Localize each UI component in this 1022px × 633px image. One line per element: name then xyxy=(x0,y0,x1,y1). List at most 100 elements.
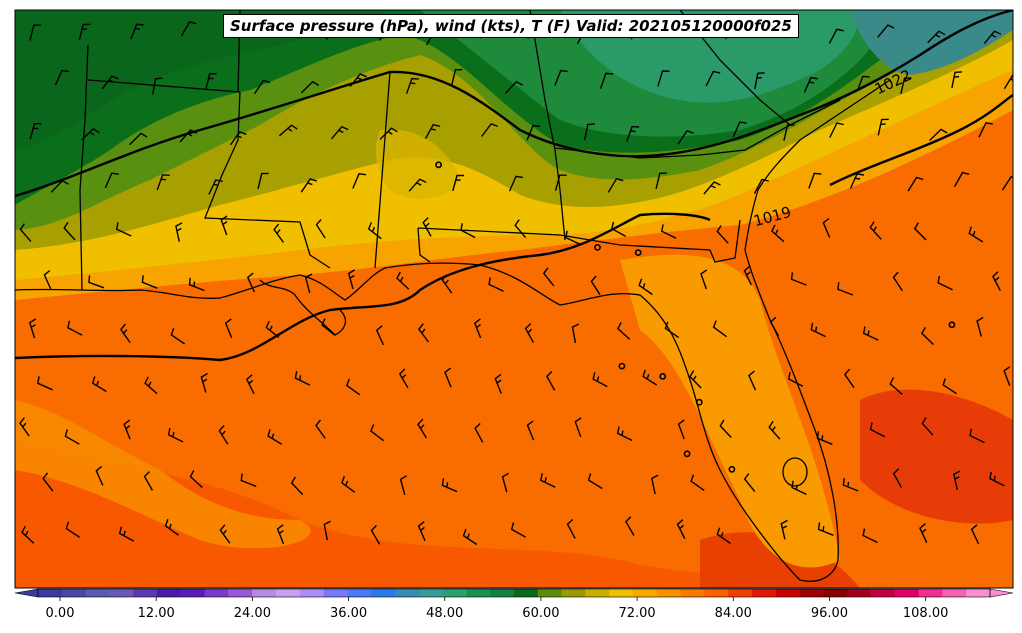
calm-wind-marker xyxy=(695,398,703,406)
wind-barb xyxy=(398,368,409,389)
wind-barb xyxy=(716,225,729,244)
wind-barb xyxy=(367,222,382,240)
wind-barb xyxy=(842,478,859,492)
wind-barb xyxy=(803,76,818,93)
colorbar-swatch xyxy=(61,589,87,597)
wind-barb xyxy=(156,174,170,191)
colorbar-swatch xyxy=(942,589,967,597)
wind-barb xyxy=(180,21,197,37)
colorbar xyxy=(14,588,1014,601)
colorbar-swatch xyxy=(514,589,539,597)
wind-barb xyxy=(526,124,541,141)
lake-okeechobee xyxy=(782,457,808,487)
wind-barb xyxy=(748,370,757,391)
wind-barb xyxy=(638,278,653,296)
wind-barb xyxy=(19,223,32,243)
colorbar-swatch xyxy=(180,589,206,597)
wind-barb xyxy=(101,75,119,90)
wind-barb xyxy=(574,417,582,438)
wind-barb xyxy=(330,125,349,140)
wind-barb xyxy=(526,420,535,441)
colorbar-tick-label: 36.00 xyxy=(329,606,368,621)
wind-barb xyxy=(462,528,478,546)
wind-barb xyxy=(240,473,257,488)
colorbar-swatch xyxy=(133,589,158,597)
wind-barb xyxy=(676,519,686,540)
colorbar-swatch xyxy=(728,589,753,597)
wind-barb xyxy=(783,124,795,141)
wind-barb xyxy=(417,418,427,439)
wind-barb xyxy=(441,274,453,294)
wind-barb xyxy=(703,181,721,195)
wind-barb xyxy=(590,275,601,296)
calm-wind-marker xyxy=(659,372,667,380)
wind-barb xyxy=(488,277,504,292)
wind-barb xyxy=(829,122,844,138)
wind-barb xyxy=(754,72,765,90)
wind-barb xyxy=(257,172,269,190)
wind-barb xyxy=(474,422,484,443)
wind-barb xyxy=(769,316,780,337)
wind-barb xyxy=(787,371,804,387)
colorbar-swatch xyxy=(371,589,396,597)
wind-barb xyxy=(817,522,834,536)
wind-barb xyxy=(95,465,104,486)
wind-barb xyxy=(29,24,41,41)
colorbar-swatch xyxy=(252,589,277,597)
wind-barb xyxy=(143,471,154,491)
wind-barb xyxy=(892,468,903,488)
wind-barb xyxy=(278,124,298,137)
colorbar-swatch xyxy=(204,589,229,597)
wind-barb xyxy=(571,323,580,344)
wind-barb xyxy=(913,222,927,241)
colorbar-tick-label: 96.00 xyxy=(810,606,849,621)
wind-barb xyxy=(405,77,419,94)
wind-barb xyxy=(625,516,635,536)
colorbar-swatch xyxy=(418,589,444,597)
temperature-field xyxy=(15,10,1013,588)
wind-barb xyxy=(869,221,882,240)
wind-barb xyxy=(208,179,223,195)
wind-barb xyxy=(78,23,91,41)
wind-barb xyxy=(205,73,217,90)
wind-barb xyxy=(315,219,326,239)
colorbar-tick-label: 0.00 xyxy=(45,606,75,621)
wind-barb xyxy=(54,69,69,86)
wind-barb xyxy=(969,428,985,444)
wind-barb xyxy=(599,72,613,89)
wind-barb xyxy=(254,79,271,95)
wind-barb xyxy=(554,69,568,86)
wind-barb xyxy=(921,417,934,436)
wind-barb xyxy=(869,422,886,438)
wind-barb xyxy=(460,223,476,239)
wind-barb xyxy=(37,376,53,391)
colorbar-tick-label: 108.00 xyxy=(902,606,949,621)
wind-barb xyxy=(81,128,100,141)
colorbar-swatch xyxy=(537,589,563,597)
wind-barb xyxy=(768,420,781,440)
wind-barb xyxy=(118,526,135,542)
wind-barb xyxy=(712,320,727,338)
wind-barb xyxy=(808,172,822,189)
wind-barb xyxy=(616,426,633,442)
colorbar-swatch xyxy=(442,589,467,597)
isobar-1019-east xyxy=(829,93,1013,187)
wind-barb xyxy=(315,419,326,439)
wind-barb xyxy=(514,219,527,239)
colorbar-swatch xyxy=(609,589,634,597)
wind-barb xyxy=(705,70,721,87)
wind-barb xyxy=(951,71,963,89)
wind-barb xyxy=(952,470,961,491)
colorbar-tick-label: 84.00 xyxy=(714,606,752,621)
wind-barb xyxy=(542,267,555,287)
wind-barb xyxy=(300,178,318,193)
wind-barb xyxy=(304,273,313,294)
wind-barb xyxy=(370,424,385,442)
wind-barb xyxy=(919,523,928,543)
wind-barb xyxy=(970,524,980,545)
wind-barb xyxy=(29,123,42,140)
wind-barb xyxy=(123,419,131,440)
colorbar-swatch xyxy=(966,589,991,597)
colorbar-frame xyxy=(37,588,991,598)
wind-barbs xyxy=(19,21,1013,546)
